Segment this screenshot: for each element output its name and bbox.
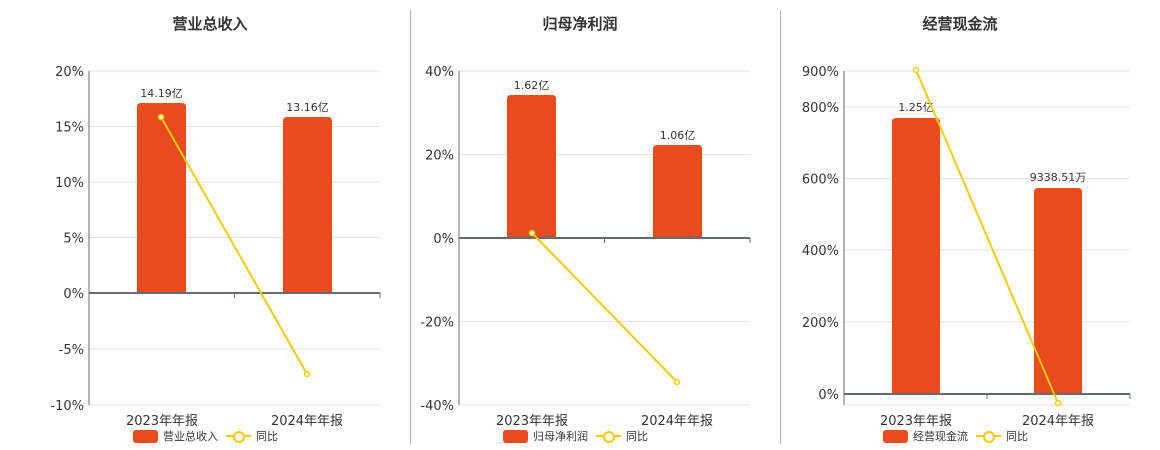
svg-text:0%: 0% xyxy=(433,232,454,247)
chart-legend: 营业总收入 同比 xyxy=(133,428,278,444)
svg-text:-40%: -40% xyxy=(420,399,454,414)
chart-title: 归母净利润 xyxy=(542,15,618,33)
svg-text:15%: 15% xyxy=(55,121,84,136)
y-tick-labels: 40% 20% 0% -20% -40% xyxy=(420,65,454,414)
x-tick-labels: 2023年年报 2024年年报 xyxy=(496,414,713,429)
svg-text:0%: 0% xyxy=(63,287,84,302)
bar-legend-swatch[interactable] xyxy=(503,429,528,443)
svg-text:2024年年报: 2024年年报 xyxy=(641,414,713,429)
bar-value-labels: 14.19亿 13.16亿 xyxy=(140,87,329,114)
svg-text:900%: 900% xyxy=(802,65,839,80)
svg-text:14.19亿: 14.19亿 xyxy=(140,87,183,100)
bar-2023 xyxy=(892,118,940,394)
chart-legend: 经营现金流 同比 xyxy=(883,428,1028,444)
bar-legend-label[interactable]: 营业总收入 xyxy=(163,430,218,443)
bar-value-labels: 1.62亿 1.06亿 xyxy=(514,79,696,142)
yoy-point xyxy=(1054,399,1062,407)
yoy-point xyxy=(528,229,536,237)
yoy-point xyxy=(673,378,681,386)
bar-2024 xyxy=(1034,188,1082,394)
bar-2023 xyxy=(507,95,556,238)
chart-title: 营业总收入 xyxy=(172,15,248,33)
chart-title: 经营现金流 xyxy=(922,15,998,33)
svg-text:2023年年报: 2023年年报 xyxy=(126,414,198,429)
yoy-line xyxy=(915,69,1059,404)
svg-text:2023年年报: 2023年年报 xyxy=(496,414,568,429)
svg-text:10%: 10% xyxy=(55,176,84,191)
panel-divider xyxy=(410,10,411,444)
svg-text:-20%: -20% xyxy=(420,316,454,331)
svg-text:40%: 40% xyxy=(425,65,454,80)
svg-text:2024年年报: 2024年年报 xyxy=(1022,414,1094,429)
y-tick-labels: 900% 800% 600% 400% 200% 0% xyxy=(802,65,839,403)
line-legend-label[interactable]: 同比 xyxy=(626,430,648,443)
svg-text:9338.51万: 9338.51万 xyxy=(1030,171,1087,184)
bar-2024 xyxy=(283,117,332,293)
svg-text:5%: 5% xyxy=(63,232,84,247)
yoy-line xyxy=(160,116,308,375)
line-legend-label[interactable]: 同比 xyxy=(256,430,278,443)
bar-legend-label[interactable]: 归母净利润 xyxy=(533,430,588,443)
line-legend-icon[interactable] xyxy=(976,429,1001,443)
svg-text:0%: 0% xyxy=(818,388,839,403)
svg-text:2024年年报: 2024年年报 xyxy=(271,414,343,429)
svg-text:400%: 400% xyxy=(802,244,839,259)
svg-text:2023年年报: 2023年年报 xyxy=(880,414,952,429)
svg-text:20%: 20% xyxy=(55,65,84,80)
chart-legend: 归母净利润 同比 xyxy=(503,428,648,444)
yoy-point xyxy=(303,370,311,378)
svg-text:1.62亿: 1.62亿 xyxy=(514,79,550,92)
chart-plot: 40% 20% 0% -20% -40% 1.62亿 1.06亿 2023年年报… xyxy=(420,65,751,429)
svg-text:1.25亿: 1.25亿 xyxy=(898,101,934,114)
bar-2024 xyxy=(653,145,702,238)
yoy-point xyxy=(912,66,920,74)
panel-divider xyxy=(780,10,781,444)
bar-legend-swatch[interactable] xyxy=(133,429,158,443)
svg-text:200%: 200% xyxy=(802,316,839,331)
svg-text:-10%: -10% xyxy=(50,399,84,414)
svg-text:-5%: -5% xyxy=(59,343,84,358)
bar-legend-swatch[interactable] xyxy=(883,429,908,443)
svg-text:20%: 20% xyxy=(425,149,454,164)
gridlines xyxy=(844,70,1130,406)
x-tick-labels: 2023年年报 2024年年报 xyxy=(126,414,343,429)
bar-2023 xyxy=(137,103,186,293)
svg-text:800%: 800% xyxy=(802,101,839,116)
x-tick-labels: 2023年年报 2024年年报 xyxy=(880,414,1094,429)
yoy-point xyxy=(157,113,165,121)
svg-text:600%: 600% xyxy=(802,173,839,188)
bar-value-labels: 1.25亿 9338.51万 xyxy=(898,101,1086,184)
svg-text:13.16亿: 13.16亿 xyxy=(286,101,329,114)
line-legend-label[interactable]: 同比 xyxy=(1006,430,1028,443)
yoy-line xyxy=(531,232,678,383)
chart-panel-net-profit: 归母净利润 40% 20% 0% -20% -40% 1.62亿 1.06亿 xyxy=(420,15,751,444)
svg-text:1.06亿: 1.06亿 xyxy=(660,129,696,142)
line-legend-icon[interactable] xyxy=(226,429,251,443)
chart-plot: 20% 15% 10% 5% 0% -5% -10% 14.19亿 13.16亿… xyxy=(50,65,381,429)
bar-legend-label[interactable]: 经营现金流 xyxy=(913,430,968,443)
chart-panel-revenue: 营业总收入 20% 15% 10% 5% 0% -5% -10% 14.19亿 … xyxy=(0,0,400,450)
line-legend-icon[interactable] xyxy=(596,429,621,443)
y-tick-labels: 20% 15% 10% 5% 0% -5% -10% xyxy=(50,65,84,414)
